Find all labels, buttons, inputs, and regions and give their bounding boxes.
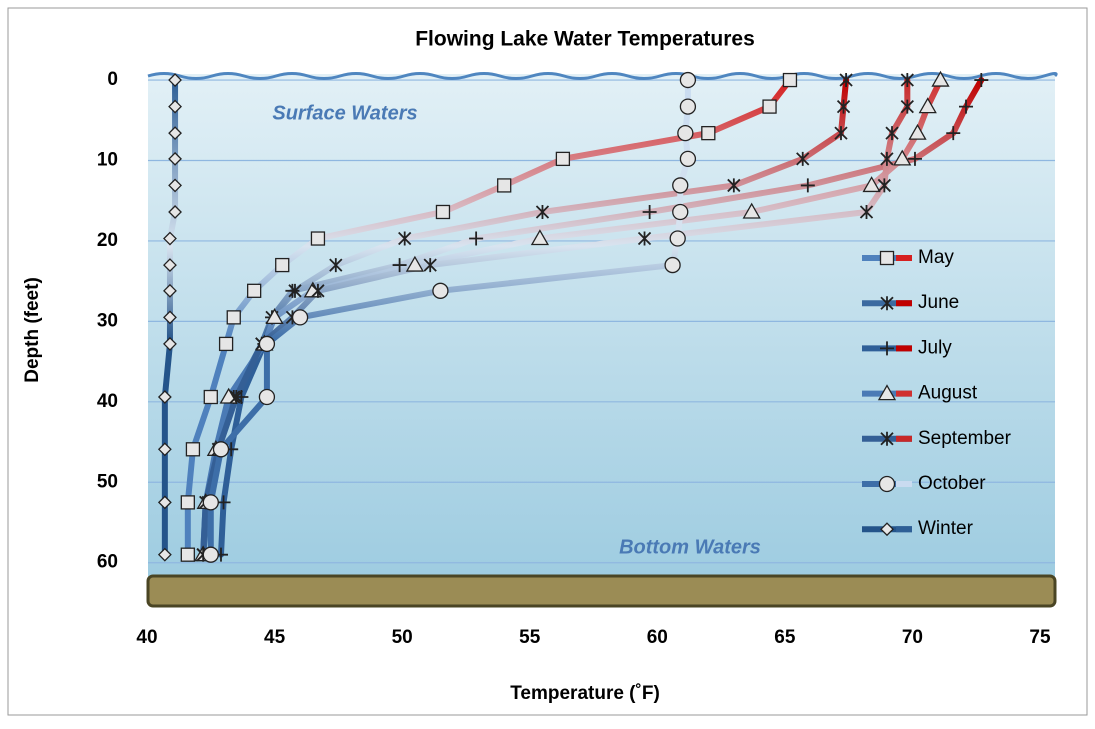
x-tick-label: 70 (902, 627, 923, 648)
data-point (203, 547, 218, 562)
data-point (680, 151, 695, 166)
y-tick-label: 20 (97, 230, 118, 251)
legend-label: July (918, 337, 952, 358)
y-tick-label: 10 (97, 150, 118, 171)
x-tick-label: 50 (392, 627, 413, 648)
legend-label: Winter (918, 518, 974, 539)
lake-bottom (148, 576, 1055, 606)
data-point (763, 100, 776, 113)
x-tick-label: 40 (136, 627, 157, 648)
data-point (783, 74, 796, 87)
data-point (259, 336, 274, 351)
annotation: Surface Waters (272, 102, 417, 124)
x-tick-label: 75 (1029, 627, 1051, 648)
data-point (498, 179, 511, 192)
legend-label: August (918, 383, 978, 404)
data-point (181, 496, 194, 509)
y-tick-label: 0 (107, 69, 118, 90)
data-point (670, 231, 685, 246)
annotation: Bottom Waters (619, 536, 761, 558)
data-point (433, 283, 448, 298)
y-axis-label: Depth (feet) (22, 277, 43, 383)
legend-marker (880, 477, 895, 492)
data-point (673, 204, 688, 219)
data-point (680, 99, 695, 114)
data-point (436, 205, 449, 218)
x-tick-label: 60 (647, 627, 668, 648)
data-point (181, 548, 194, 561)
y-tick-label: 40 (97, 391, 118, 412)
data-point (311, 232, 324, 245)
data-point (665, 258, 680, 273)
legend-marker (881, 252, 894, 265)
y-tick-label: 60 (97, 552, 118, 573)
data-point (227, 311, 240, 324)
data-point (702, 127, 715, 140)
data-point (259, 390, 274, 405)
data-point (556, 152, 569, 165)
data-point (203, 495, 218, 510)
legend-label: May (918, 247, 954, 268)
data-point (220, 337, 233, 350)
data-point (678, 126, 693, 141)
x-tick-label: 45 (264, 627, 286, 648)
data-point (680, 73, 695, 88)
legend-label: September (918, 428, 1012, 449)
y-tick-label: 50 (97, 471, 118, 492)
legend-label: October (918, 473, 986, 494)
data-point (186, 443, 199, 456)
x-tick-label: 55 (519, 627, 541, 648)
data-point (204, 391, 217, 404)
chart: Flowing Lake Water Temperatures Temperat… (0, 0, 1095, 724)
data-point (293, 310, 308, 325)
legend-label: June (918, 292, 959, 313)
chart-title: Flowing Lake Water Temperatures (415, 28, 755, 51)
x-axis-label: Temperature (˚F) (510, 683, 660, 704)
data-point (248, 284, 261, 297)
data-point (276, 259, 289, 272)
y-tick-label: 30 (97, 310, 118, 331)
data-point (673, 178, 688, 193)
data-point (213, 442, 228, 457)
x-tick-label: 65 (774, 627, 796, 648)
